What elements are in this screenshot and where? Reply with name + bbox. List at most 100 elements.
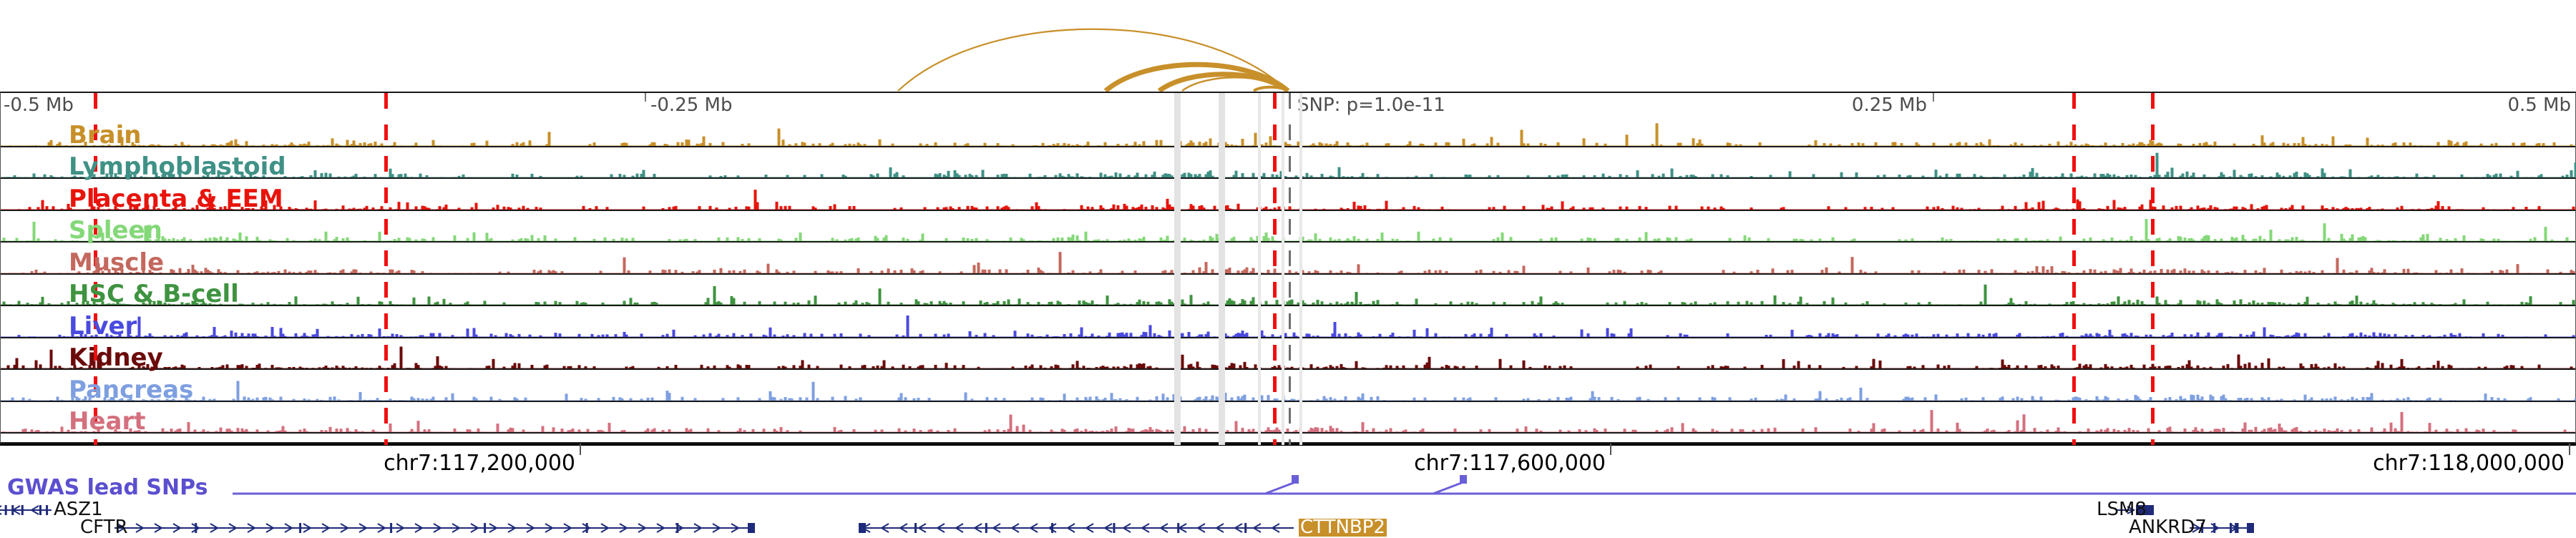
track-kidney[interactable]: Kidney [1,338,2576,370]
gene-exon [2136,505,2154,515]
strand-chevron [1085,523,1094,533]
track-lymphoblastoid[interactable]: Lymphoblastoid [1,147,2576,181]
gene-exon [1244,523,1247,533]
track-brain[interactable]: Brain [1,115,2576,150]
track-label: Spleen [69,216,162,245]
strand-chevron [638,523,647,533]
gene-exon [46,505,49,515]
gene-label[interactable]: ASZ1 [54,499,103,520]
gene-exon [914,523,917,533]
strand-chevron [489,523,498,533]
gene-label[interactable]: CFTR [80,517,128,538]
strand-chevron [228,523,238,533]
strand-chevron [340,523,349,533]
ruler-tick [2569,444,2570,455]
track-label: Liver [69,311,137,341]
signal-profile [1,117,2576,146]
track-placenta-eem[interactable]: Placenta & EEM [1,179,2576,211]
gene-exon [484,523,487,533]
gwas-lead-snps-track[interactable]: GWAS lead SNPs [0,475,2576,502]
axis-tick [645,93,646,102]
strand-chevron [265,523,275,533]
strand-chevron [1103,523,1113,533]
strand-chevron [1159,523,1169,533]
axis-label: 0.5 Mb [2507,94,2571,116]
gene-exon [1177,523,1180,533]
strand-chevron [135,523,145,533]
track-label: HSC & B-cell [69,280,239,308]
strand-chevron [917,523,927,533]
gwas-snp-marker[interactable] [1460,475,1467,484]
axis-label: -0.5 Mb [4,94,74,116]
signal-profile [1,308,2576,337]
track-label: Brain [69,120,142,150]
signal-profile [1,212,2576,241]
ruler-tick [1610,444,1611,455]
gene-exon [676,523,679,533]
ruler-label: chr7:118,000,000 [2373,451,2565,476]
gene-models-svg [0,505,2154,515]
strand-chevron [321,523,331,533]
track-hsc-b-cell[interactable]: HSC & B-cell [1,275,2576,308]
strand-chevron [712,523,721,533]
track-pancreas[interactable]: Pancreas [1,370,2576,402]
strand-chevron [545,523,554,533]
strand-chevron [377,523,386,533]
track-heart[interactable]: Heart [1,402,2576,436]
gene-exon [748,523,755,533]
gene-exon [299,523,302,533]
gene-exon [21,505,24,515]
strand-chevron [899,523,908,533]
gene-label[interactable]: CTTNBP2 [1299,517,1387,538]
gene-exon [2236,523,2239,533]
strand-chevron [172,523,182,533]
interaction-arc [897,28,1289,92]
track-muscle[interactable]: Muscle [1,243,2576,275]
gene-exon [1113,523,1116,533]
track-spleen[interactable]: Spleen [1,211,2576,245]
gwas-snp-marker[interactable] [1292,475,1299,484]
strand-chevron [247,523,256,533]
strand-chevron [600,523,610,533]
ruler-label: chr7:117,600,000 [1414,451,1606,476]
strand-chevron [303,523,312,533]
strand-chevron [992,523,1001,533]
signal-tracks-panel: -0.5 Mb -0.25 Mb SNP: p=1.0e-11 0.25 Mb 0.5 … [0,92,2576,445]
track-liver[interactable]: Liver [1,306,2576,341]
coordinate-ruler: chr7:117,200,000 chr7:117,600,000 chr7:118… [0,444,2576,476]
signal-profile [1,181,2576,210]
gene-row: CFTR CTTNBP2 ANKRD7 [0,517,2576,538]
strand-chevron [452,523,461,533]
strand-chevron [1215,523,1224,533]
gene-label[interactable]: LSM8 [2097,499,2147,520]
track-label: Heart [69,407,146,436]
strand-chevron [1066,523,1075,533]
strand-chevron [731,523,740,533]
interaction-arc [1252,85,1289,92]
strand-chevron [1141,523,1150,533]
strand-chevron [1252,523,1262,533]
strand-chevron [30,505,39,515]
strand-chevron [1029,523,1038,533]
strand-chevron [1196,523,1206,533]
strand-chevron [619,523,628,533]
gene-label[interactable]: ANKRD7 [2129,517,2207,538]
strand-chevron [470,523,479,533]
strand-chevron [526,523,535,533]
gwas-svg [233,475,2576,495]
strand-chevron [2192,523,2201,533]
axis-label: -0.25 Mb [650,94,733,116]
gene-exon [2247,523,2254,533]
gene-exon [1051,523,1054,533]
strand-chevron [936,523,945,533]
strand-chevron [358,523,368,533]
signal-profile [1,372,2576,401]
gene-row: ASZ1 LSM8 [0,499,2576,520]
gene-exon [4,505,7,515]
track-label: Lymphoblastoid [69,152,286,181]
gene-exon [11,505,14,515]
strand-chevron [693,523,703,533]
axis-tick [1933,93,1934,102]
strand-chevron [117,523,126,533]
strand-chevron [414,523,424,533]
